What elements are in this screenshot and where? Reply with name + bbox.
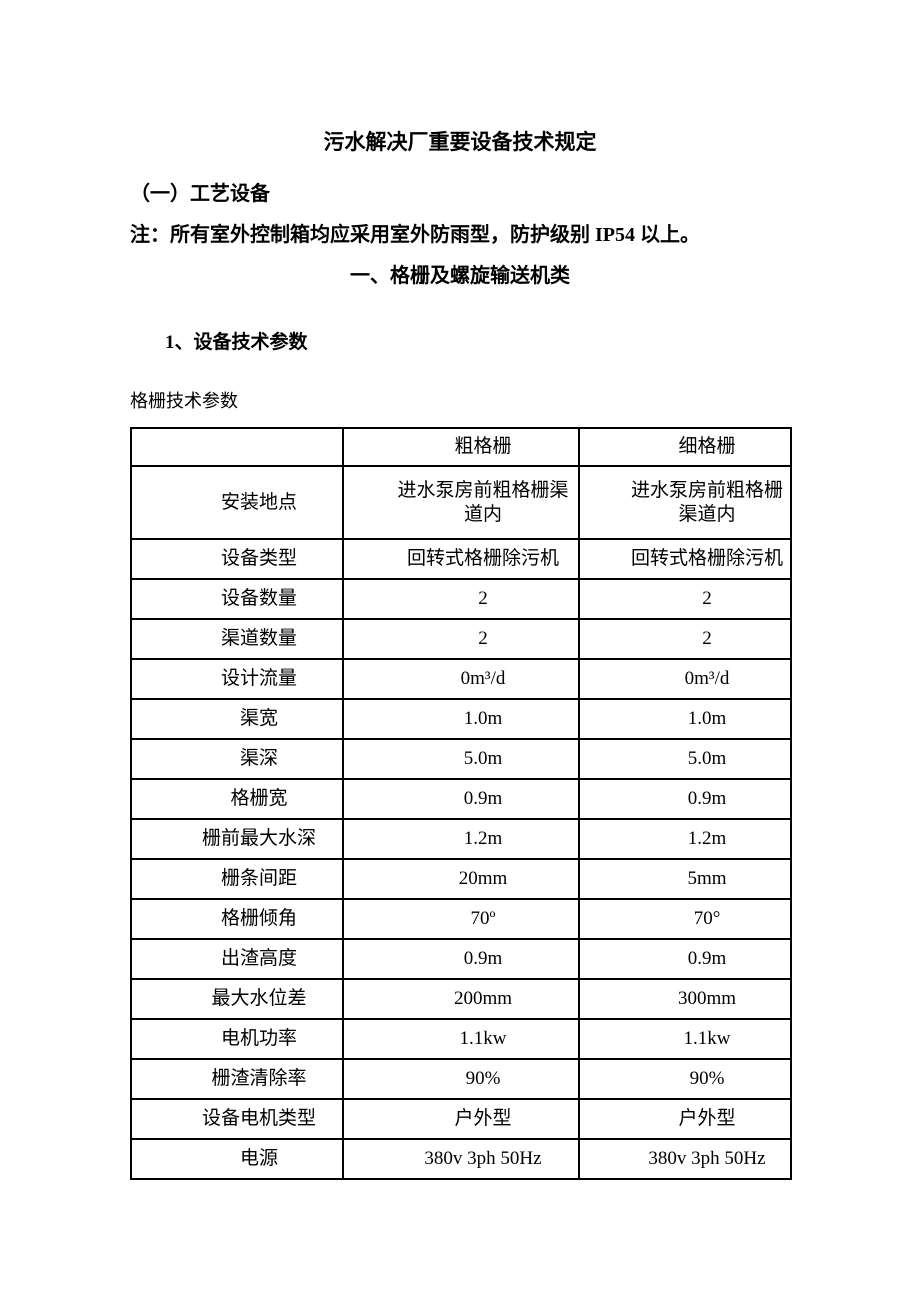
section-heading-grille-and-screw-conveyor: 一、格栅及螺旋输送机类 xyxy=(350,265,570,287)
coarse-value-cell: 回转式格栅除污机 xyxy=(342,538,580,580)
coarse-value-cell: 2 xyxy=(342,578,580,620)
fine-value-cell: 380v 3ph 50Hz xyxy=(578,1138,792,1180)
fine-value-cell: 1.2m xyxy=(578,818,792,860)
row-label-cell: 设计流量 xyxy=(130,658,344,700)
section-heading-process-equipment: （一）工艺设备 xyxy=(130,183,270,205)
coarse-value-cell: 0.9m xyxy=(342,778,580,820)
coarse-value-cell: 1.2m xyxy=(342,818,580,860)
fine-value-cell: 300mm xyxy=(578,978,792,1020)
fine-value-cell: 0.9m xyxy=(578,778,792,820)
row-label-cell: 渠宽 xyxy=(130,698,344,740)
coarse-value-cell: 0.9m xyxy=(342,938,580,980)
coarse-value-cell: 户外型 xyxy=(342,1098,580,1140)
fine-value-cell: 回转式格栅除污机 xyxy=(578,538,792,580)
note-line: 注：所有室外控制箱均应采用室外防雨型，防护级别 IP54 以上。 xyxy=(130,224,700,246)
row-motor-power: 电机功率 1.1kw 1.1kw xyxy=(130,1018,792,1060)
row-label-cell: 安装地点 xyxy=(130,465,344,540)
table-caption: 格栅技术参数 xyxy=(130,391,238,411)
row-label-cell: 电机功率 xyxy=(130,1018,344,1060)
row-power-supply: 电源 380v 3ph 50Hz 380v 3ph 50Hz xyxy=(130,1138,792,1180)
fine-value-cell: 5mm xyxy=(578,858,792,900)
coarse-value-cell: 200mm xyxy=(342,978,580,1020)
fine-value-cell: 0m³/d xyxy=(578,658,792,700)
row-max-water-depth-before-grille: 栅前最大水深 1.2m 1.2m xyxy=(130,818,792,860)
fine-value-cell: 0.9m xyxy=(578,938,792,980)
fine-value-cell: 90% xyxy=(578,1058,792,1100)
row-design-flow: 设计流量 0m³/d 0m³/d xyxy=(130,658,792,700)
row-grille-width: 格栅宽 0.9m 0.9m xyxy=(130,778,792,820)
row-label-cell: 格栅倾角 xyxy=(130,898,344,940)
coarse-value-cell: 进水泵房前粗格栅渠道内 xyxy=(342,465,580,540)
row-bar-spacing: 栅条间距 20mm 5mm xyxy=(130,858,792,900)
row-channel-width: 渠宽 1.0m 1.0m xyxy=(130,698,792,740)
row-label-cell: 设备类型 xyxy=(130,538,344,580)
row-equipment-type: 设备类型 回转式格栅除污机 回转式格栅除污机 xyxy=(130,538,792,580)
fine-value-cell: 2 xyxy=(578,618,792,660)
header-fine-grille-cell: 细格栅 xyxy=(578,427,792,467)
row-label-cell: 设备电机类型 xyxy=(130,1098,344,1140)
fine-value-cell: 1.0m xyxy=(578,698,792,740)
subsection-heading-equipment-parameters: 1、设备技术参数 xyxy=(165,332,308,353)
row-label-cell: 栅条间距 xyxy=(130,858,344,900)
header-coarse-grille-cell: 粗格栅 xyxy=(342,427,580,467)
row-label-cell: 渠道数量 xyxy=(130,618,344,660)
grille-parameters-table: 粗格栅 细格栅 安装地点 进水泵房前粗格栅渠道内 进水泵房前粗格栅渠道内 设备类… xyxy=(130,427,792,1180)
row-equipment-motor-type: 设备电机类型 户外型 户外型 xyxy=(130,1098,792,1140)
fine-value-cell: 1.1kw xyxy=(578,1018,792,1060)
coarse-value-cell: 20mm xyxy=(342,858,580,900)
row-label-cell: 电源 xyxy=(130,1138,344,1180)
coarse-value-cell: 5.0m xyxy=(342,738,580,780)
fine-value-cell: 户外型 xyxy=(578,1098,792,1140)
row-install-location: 安装地点 进水泵房前粗格栅渠道内 进水泵房前粗格栅渠道内 xyxy=(130,465,792,540)
header-blank-cell xyxy=(130,427,344,467)
coarse-value-cell: 0m³/d xyxy=(342,658,580,700)
row-discharge-height: 出渣高度 0.9m 0.9m xyxy=(130,938,792,980)
fine-value-cell: 2 xyxy=(578,578,792,620)
row-screenings-removal-rate: 栅渣清除率 90% 90% xyxy=(130,1058,792,1100)
row-label-cell: 栅前最大水深 xyxy=(130,818,344,860)
coarse-value-cell: 1.0m xyxy=(342,698,580,740)
table-header-row: 粗格栅 细格栅 xyxy=(130,427,792,467)
document-content: 污水解决厂重要设备技术规定 （一）工艺设备 注：所有室外控制箱均应采用室外防雨型… xyxy=(130,0,792,1180)
row-label-cell: 栅渣清除率 xyxy=(130,1058,344,1100)
row-label-cell: 设备数量 xyxy=(130,578,344,620)
coarse-value-cell: 90% xyxy=(342,1058,580,1100)
row-grille-incline-angle: 格栅倾角 70º 70° xyxy=(130,898,792,940)
row-equipment-quantity: 设备数量 2 2 xyxy=(130,578,792,620)
row-max-water-level-difference: 最大水位差 200mm 300mm xyxy=(130,978,792,1020)
doc-title: 污水解决厂重要设备技术规定 xyxy=(323,130,597,154)
fine-value-cell: 进水泵房前粗格栅渠道内 xyxy=(578,465,792,540)
row-channel-depth: 渠深 5.0m 5.0m xyxy=(130,738,792,780)
coarse-value-cell: 70º xyxy=(342,898,580,940)
row-label-cell: 格栅宽 xyxy=(130,778,344,820)
row-label-cell: 渠深 xyxy=(130,738,344,780)
row-channel-quantity: 渠道数量 2 2 xyxy=(130,618,792,660)
coarse-value-cell: 2 xyxy=(342,618,580,660)
fine-value-cell: 70° xyxy=(578,898,792,940)
coarse-value-cell: 380v 3ph 50Hz xyxy=(342,1138,580,1180)
row-label-cell: 出渣高度 xyxy=(130,938,344,980)
coarse-value-cell: 1.1kw xyxy=(342,1018,580,1060)
fine-value-cell: 5.0m xyxy=(578,738,792,780)
row-label-cell: 最大水位差 xyxy=(130,978,344,1020)
